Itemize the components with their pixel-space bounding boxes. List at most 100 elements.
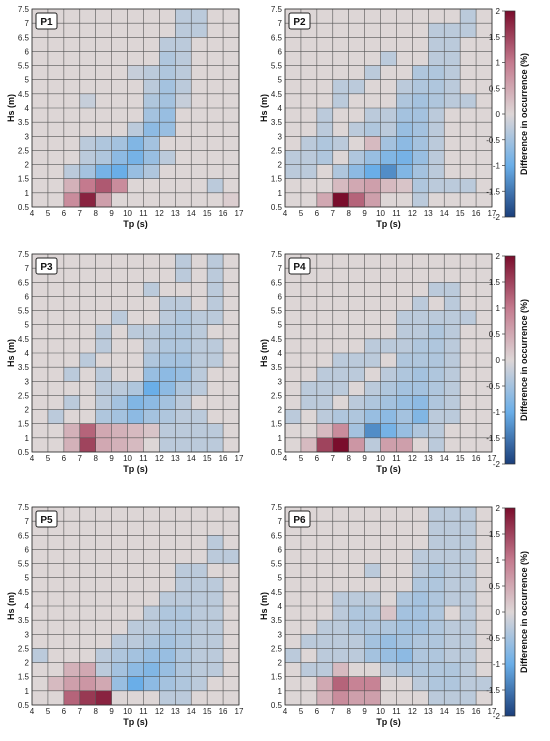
y-tick-label: 3 [278,377,283,386]
heatmap-cell [111,606,128,621]
y-tick-label: 6.5 [18,531,30,540]
heatmap-cell [63,51,80,66]
heatmap-cell [332,395,349,410]
x-tick-label: 8 [93,454,98,463]
heatmap-cell [380,409,397,424]
heatmap-cell [285,549,301,564]
heatmap-cell [300,192,317,207]
heatmap-cell [396,23,413,38]
heatmap-cell [460,634,477,649]
y-tick-label: 1 [278,189,283,198]
heatmap-cell [63,549,80,564]
heatmap-cell [207,662,224,677]
heatmap-cell [300,549,317,564]
y-tick-label: 7.5 [271,250,283,259]
heatmap-cell [396,591,413,606]
heatmap-cell [191,606,208,621]
heatmap-cell [444,65,461,80]
heatmap-cell [332,338,349,353]
heatmap-cell [332,437,349,452]
heatmap-cell [332,268,349,283]
y-tick-label: 3 [278,630,283,639]
heatmap-cell [143,164,160,179]
heatmap-cell [396,507,413,522]
heatmap-cell [95,535,112,550]
heatmap-cell [348,620,365,635]
heatmap-cell [143,395,160,410]
heatmap-cell [207,549,224,564]
heatmap-cell [159,690,176,705]
heatmap-cell [316,282,333,297]
x-tick-label: 11 [392,209,401,218]
y-tick-label: 2.5 [271,644,283,653]
heatmap-cell [460,423,477,438]
heatmap-cell [63,9,80,24]
heatmap-cell [63,409,80,424]
x-tick-label: 7 [331,454,336,463]
heatmap-cell [223,108,239,123]
heatmap-cell [159,535,176,550]
heatmap-cell [380,521,397,536]
heatmap-cell [412,423,429,438]
heatmap-cell [223,591,239,606]
heatmap-cell [380,9,397,24]
heatmap-cell [332,282,349,297]
heatmap-cell [79,9,96,24]
heatmap-cell [476,310,492,325]
heatmap-cell [476,620,492,635]
heatmap-cell [364,192,381,207]
heatmap-cell [207,423,224,438]
heatmap-cell [332,409,349,424]
heatmap-cell [223,423,239,438]
heatmap-cell [316,23,333,38]
heatmap-cell [396,282,413,297]
heatmap-cell [47,577,64,592]
heatmap-cell [223,178,239,193]
heatmap-cell [32,591,48,606]
heatmap-cell [316,535,333,550]
heatmap-cell [223,648,239,663]
heatmap-cell [111,662,128,677]
heatmap-cell [159,65,176,80]
heatmap-cell [364,164,381,179]
heatmap-cell [223,192,239,207]
heatmap-cell [223,690,239,705]
heatmap-cell [380,423,397,438]
colorbar-tick-label: 0 [496,608,501,617]
heatmap-cell [111,535,128,550]
heatmap-cell [300,178,317,193]
y-tick-label: 7.5 [271,5,283,14]
heatmap-cell [32,353,48,368]
heatmap-cell [412,409,429,424]
heatmap-cell [428,606,445,621]
heatmap-cell [316,521,333,536]
heatmap-cell [300,662,317,677]
colorbar-tick-label: -1.5 [486,434,500,443]
y-tick-label: 2.5 [18,391,30,400]
heatmap-cell [380,79,397,94]
heatmap-cell [207,93,224,108]
y-tick-label: 1 [278,434,283,443]
heatmap-cell [380,690,397,705]
heatmap-cell [191,93,208,108]
heatmap-cell [396,381,413,396]
heatmap-cell [428,367,445,382]
heatmap-cell [191,37,208,52]
y-tick-label: 5.5 [271,560,283,569]
heatmap-cell [127,108,144,123]
heatmap-cell [428,563,445,578]
heatmap-cell [476,178,492,193]
heatmap-cell [300,690,317,705]
heatmap-cell [175,634,192,649]
heatmap-cell [476,634,492,649]
y-tick-label: 2.5 [271,146,283,155]
x-axis-label: Tp (s) [123,717,148,727]
heatmap-cell [396,296,413,311]
heatmap-cell [207,676,224,691]
heatmap-cell [207,507,224,522]
heatmap-cell [63,563,80,578]
heatmap-cell [428,65,445,80]
x-axis-label: Tp (s) [123,219,148,229]
heatmap-cell [79,690,96,705]
